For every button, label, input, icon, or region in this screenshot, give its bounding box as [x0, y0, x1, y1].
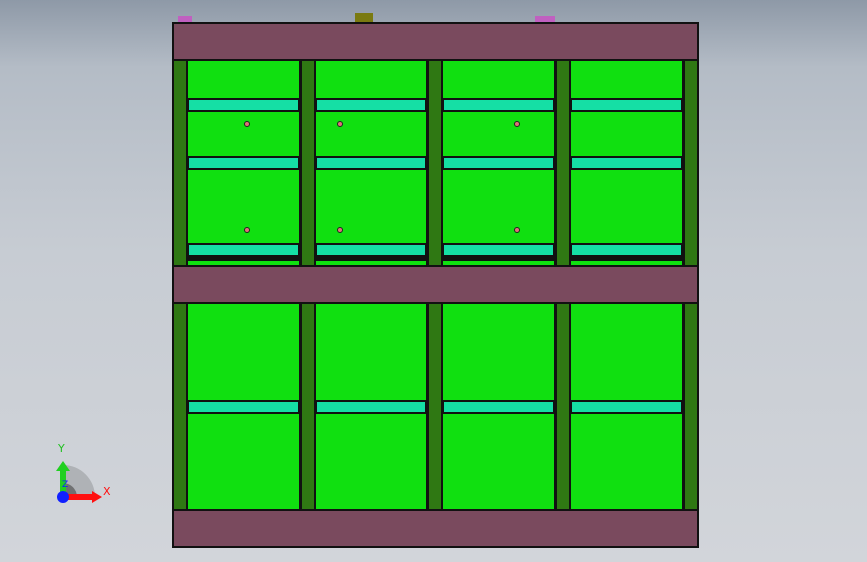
top-bracket[interactable] [178, 16, 192, 22]
view-triad: Y X Z [50, 440, 120, 510]
cross-strip[interactable] [187, 156, 300, 170]
horizontal-beam[interactable] [172, 265, 699, 304]
fastener-hole[interactable] [337, 121, 343, 127]
cross-strip[interactable] [315, 98, 427, 112]
cross-strip[interactable] [315, 243, 427, 257]
cross-strip[interactable] [442, 243, 555, 257]
cross-strip[interactable] [442, 156, 555, 170]
cross-strip-thin[interactable] [442, 257, 555, 261]
triad-axes-icon [56, 461, 102, 503]
z-axis-label: Z [62, 480, 69, 490]
cross-strip[interactable] [570, 400, 683, 414]
top-bracket[interactable] [535, 16, 555, 22]
cross-strip[interactable] [187, 400, 300, 414]
cross-strip-thin[interactable] [315, 257, 427, 261]
fastener-hole[interactable] [514, 227, 520, 233]
fastener-hole[interactable] [337, 227, 343, 233]
cross-strip[interactable] [315, 156, 427, 170]
cross-strip-thin[interactable] [570, 257, 683, 261]
fastener-hole[interactable] [244, 227, 250, 233]
cross-strip[interactable] [187, 98, 300, 112]
cross-strip[interactable] [442, 400, 555, 414]
y-axis-label: Y [58, 442, 65, 455]
x-axis-label: X [103, 485, 111, 498]
cross-strip[interactable] [187, 243, 300, 257]
cross-strip[interactable] [570, 156, 683, 170]
cross-strip[interactable] [570, 243, 683, 257]
horizontal-beam[interactable] [172, 22, 699, 61]
cross-strip-thin[interactable] [187, 257, 300, 261]
cross-strip[interactable] [442, 98, 555, 112]
top-valve[interactable] [355, 13, 373, 22]
fastener-hole[interactable] [244, 121, 250, 127]
horizontal-beam[interactable] [172, 509, 699, 548]
cross-strip[interactable] [315, 400, 427, 414]
fastener-hole[interactable] [514, 121, 520, 127]
cross-strip[interactable] [570, 98, 683, 112]
